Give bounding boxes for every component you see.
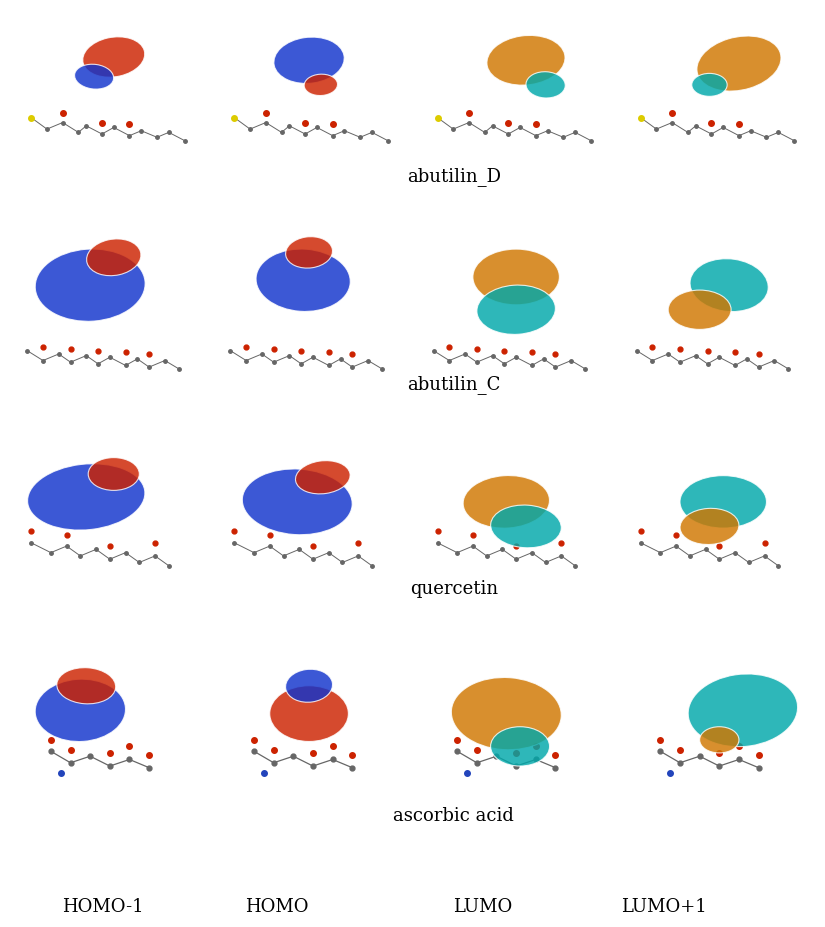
Ellipse shape <box>270 686 348 742</box>
Text: abutilin_C: abutilin_C <box>407 375 501 394</box>
Ellipse shape <box>680 508 739 544</box>
Ellipse shape <box>697 36 781 91</box>
Ellipse shape <box>526 71 565 98</box>
Ellipse shape <box>88 458 139 490</box>
Ellipse shape <box>74 64 114 89</box>
Ellipse shape <box>57 667 116 704</box>
Ellipse shape <box>491 727 549 766</box>
Ellipse shape <box>256 249 351 311</box>
Ellipse shape <box>688 674 798 747</box>
Text: ascorbic acid: ascorbic acid <box>394 806 514 825</box>
Ellipse shape <box>491 505 561 548</box>
Text: abutilin_D: abutilin_D <box>407 167 501 185</box>
Ellipse shape <box>473 249 559 305</box>
Ellipse shape <box>87 239 141 275</box>
Ellipse shape <box>295 461 350 494</box>
Text: LUMO: LUMO <box>453 897 512 916</box>
Text: HOMO-1: HOMO-1 <box>63 897 144 916</box>
Ellipse shape <box>35 249 145 322</box>
Ellipse shape <box>690 259 768 311</box>
Ellipse shape <box>285 236 332 268</box>
Ellipse shape <box>668 290 731 329</box>
Ellipse shape <box>274 37 344 83</box>
Text: LUMO+1: LUMO+1 <box>621 897 707 916</box>
Ellipse shape <box>680 476 766 528</box>
Ellipse shape <box>27 464 145 530</box>
Text: quercetin: quercetin <box>410 579 497 598</box>
Ellipse shape <box>82 37 144 77</box>
Ellipse shape <box>700 727 739 753</box>
Text: HOMO: HOMO <box>245 897 308 916</box>
Ellipse shape <box>477 286 555 335</box>
Ellipse shape <box>243 469 352 535</box>
Ellipse shape <box>35 679 125 742</box>
Ellipse shape <box>463 476 549 528</box>
Ellipse shape <box>285 669 332 703</box>
Ellipse shape <box>692 73 727 96</box>
Ellipse shape <box>487 35 565 85</box>
Ellipse shape <box>304 74 337 95</box>
Ellipse shape <box>451 678 561 750</box>
